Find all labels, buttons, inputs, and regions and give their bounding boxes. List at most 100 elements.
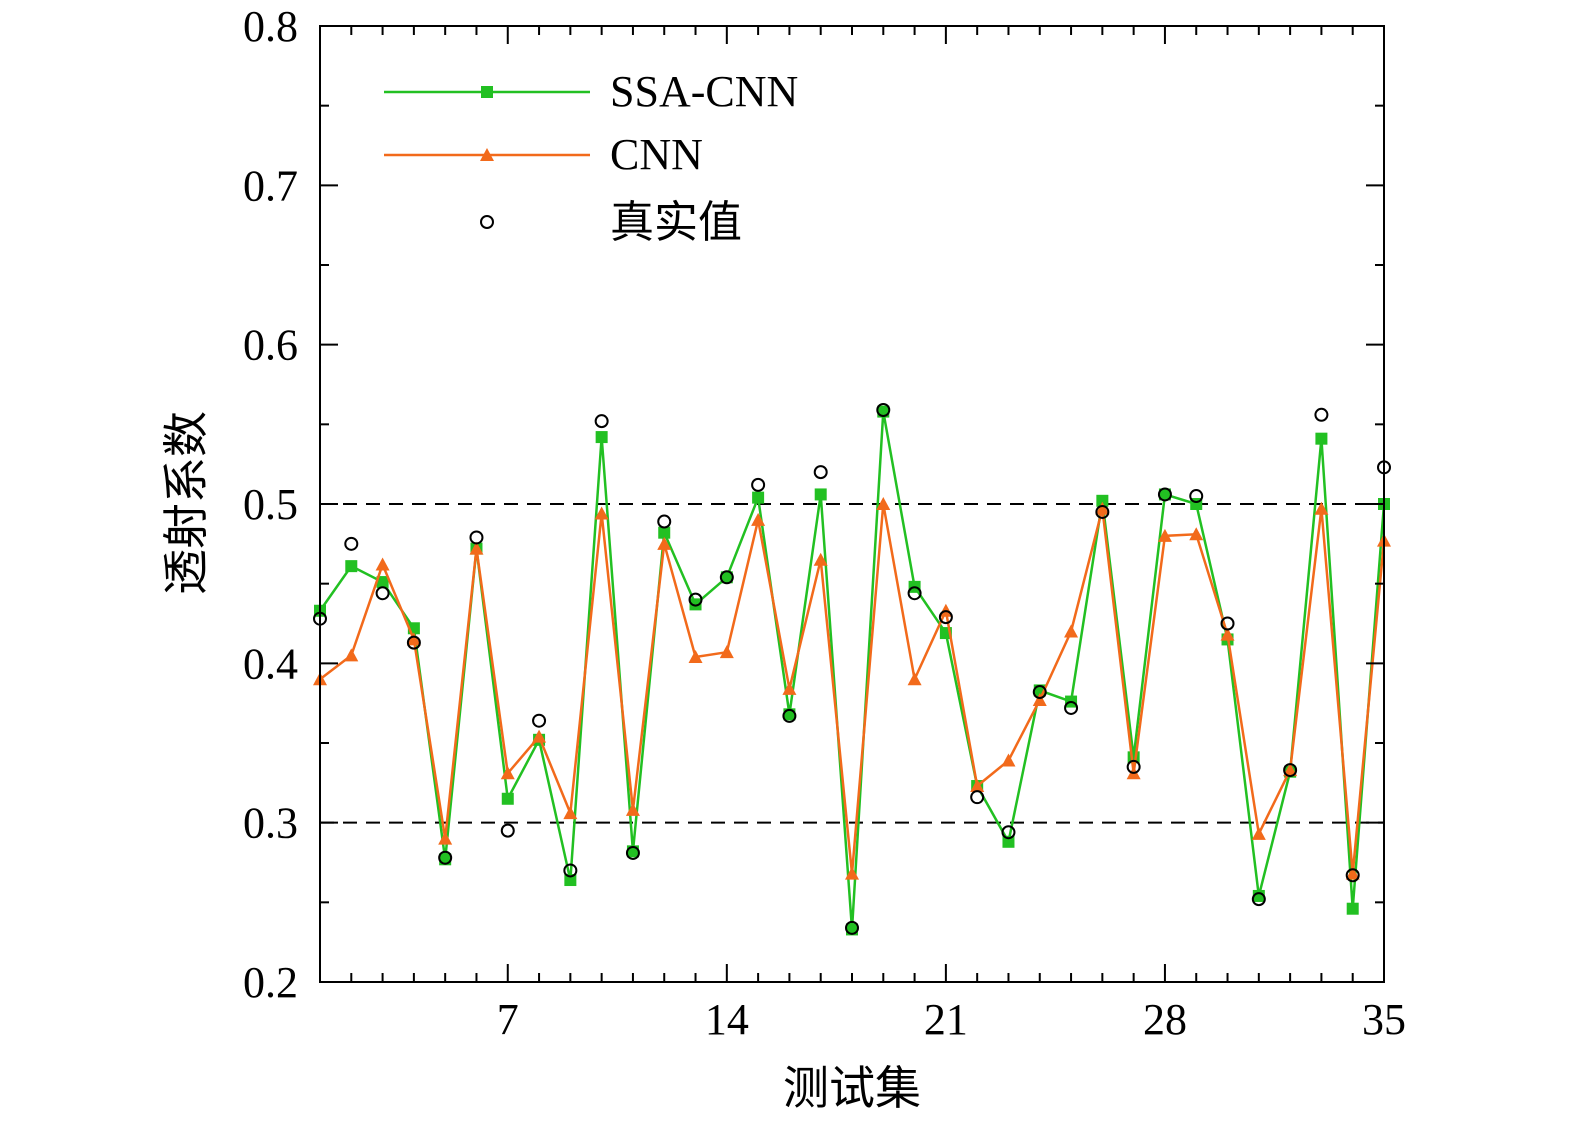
legend-label-true-value: 真实值	[610, 197, 742, 248]
data-point	[375, 557, 390, 571]
data-point	[563, 863, 578, 878]
data-point	[625, 802, 640, 816]
tick-labels: 0.2 0.3 0.4 0.5 0.6 0.7 0.8 7 14 21 28 35	[243, 2, 1406, 1044]
series-2	[313, 402, 1391, 935]
data-point	[1064, 700, 1079, 715]
data-point	[1346, 902, 1359, 915]
data-point	[1314, 407, 1329, 422]
data-point	[1095, 501, 1110, 515]
data-point	[970, 790, 985, 805]
data-point	[1345, 866, 1360, 880]
data-point	[1189, 489, 1204, 504]
data-point	[657, 536, 672, 550]
data-point	[1220, 627, 1235, 641]
data-point	[501, 792, 514, 805]
data-point	[469, 530, 484, 545]
y-tick-label: 0.4	[243, 639, 298, 688]
data-point	[594, 506, 609, 520]
legend-marker-shape	[481, 86, 493, 98]
data-point	[1251, 826, 1266, 840]
data-point	[376, 576, 389, 589]
data-point	[438, 831, 453, 845]
legend-marker-shape	[480, 148, 494, 161]
data-point	[345, 560, 358, 573]
data-point	[1157, 528, 1172, 542]
legend-marker-cnn	[480, 148, 494, 161]
data-point	[1314, 501, 1329, 515]
y-tick-label: 0.8	[243, 2, 298, 51]
data-point	[782, 681, 797, 695]
data-point	[782, 708, 797, 723]
data-point	[1283, 763, 1298, 778]
y-tick-label: 0.3	[243, 799, 298, 848]
x-axis-title: 测试集	[783, 1061, 921, 1115]
data-point	[375, 586, 390, 601]
legend-marker-true-value	[480, 215, 494, 229]
data-point	[469, 541, 484, 555]
x-tick-label: 28	[1143, 995, 1187, 1044]
series-0	[314, 405, 1390, 936]
data-point	[751, 512, 766, 526]
data-point	[814, 488, 827, 501]
data-point	[689, 598, 702, 611]
data-point	[344, 536, 359, 551]
data-point	[720, 571, 733, 584]
data-point	[1283, 763, 1298, 777]
y-tick-label: 0.5	[243, 480, 298, 529]
y-tick-label: 0.6	[243, 321, 298, 370]
data-point	[1095, 504, 1110, 519]
data-point	[688, 649, 703, 663]
data-point	[876, 497, 891, 510]
data-point	[1001, 825, 1016, 840]
y-tick-label: 0.7	[243, 161, 298, 210]
data-point	[688, 592, 703, 607]
data-point	[438, 850, 453, 865]
ticks	[319, 25, 1385, 983]
legend-marker-shape	[480, 215, 494, 229]
data-point	[532, 729, 547, 743]
series-line-1	[319, 503, 1386, 874]
data-point	[500, 823, 515, 838]
data-point	[406, 635, 421, 650]
series-1	[313, 497, 1391, 880]
data-point	[1345, 868, 1360, 883]
data-point	[406, 632, 421, 646]
data-point	[1002, 835, 1015, 848]
data-point	[658, 526, 671, 539]
data-point	[1001, 753, 1016, 767]
data-point	[876, 402, 891, 417]
data-point	[532, 713, 547, 728]
data-point	[907, 672, 922, 686]
y-axis-title: 透射系数	[159, 411, 213, 595]
data-point	[1189, 527, 1204, 541]
data-point	[970, 779, 985, 793]
data-point	[719, 570, 734, 585]
x-tick-label: 14	[705, 995, 749, 1044]
data-point	[344, 648, 359, 662]
legend: SSA-CNN CNN 真实值	[384, 67, 798, 248]
data-point	[563, 806, 578, 820]
data-point	[594, 414, 609, 429]
data-point	[1251, 892, 1266, 907]
data-point	[1158, 488, 1171, 501]
data-point	[752, 491, 765, 504]
data-point	[1126, 759, 1141, 774]
legend-marker-ssa-cnn	[481, 86, 493, 98]
data-point	[1220, 616, 1235, 631]
data-point	[813, 552, 828, 566]
series-line-0	[318, 411, 1386, 930]
data-point	[625, 845, 640, 860]
data-point	[938, 610, 953, 625]
data-point	[813, 465, 828, 480]
data-point	[1157, 487, 1172, 502]
data-point	[845, 920, 859, 935]
x-tick-label: 35	[1362, 995, 1406, 1044]
data-point	[1096, 494, 1109, 507]
x-tick-label: 21	[924, 995, 968, 1044]
data-point	[845, 866, 859, 880]
data-point	[657, 514, 672, 529]
data-point	[1032, 692, 1047, 706]
data-point	[564, 874, 577, 887]
data-point	[907, 586, 922, 601]
